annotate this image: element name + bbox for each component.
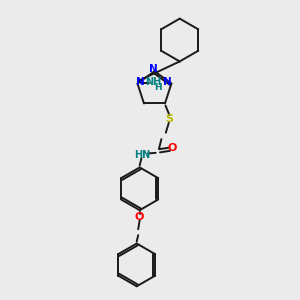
Text: S: S [165,114,173,124]
Text: HN: HN [134,150,151,160]
Text: O: O [135,212,144,222]
Text: H: H [154,83,162,92]
Text: N: N [164,77,172,87]
Text: NH: NH [145,77,161,87]
Text: N: N [148,64,157,74]
Text: N: N [136,77,144,87]
Text: O: O [168,143,177,153]
